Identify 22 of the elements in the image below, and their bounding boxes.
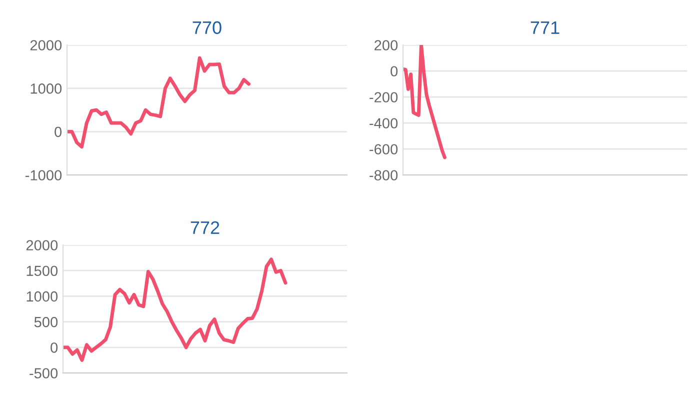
y-tick-label: -400 <box>370 118 398 128</box>
y-tick-label: -800 <box>370 170 398 180</box>
chart-title: 771 <box>530 21 560 34</box>
y-tick-label: 1000 <box>30 83 62 94</box>
chart-title: 772 <box>190 221 220 234</box>
y-tick-label: 1500 <box>26 266 58 276</box>
y-tick-label: 1000 <box>26 291 58 302</box>
y-tick-label: -1000 <box>25 170 62 180</box>
y-tick-label: 200 <box>374 40 398 50</box>
line-series <box>67 56 250 149</box>
y-tick-label: 0 <box>50 342 58 353</box>
y-tick-label: 0 <box>54 126 62 138</box>
line-series <box>63 258 288 362</box>
y-tick-label: -200 <box>370 92 398 102</box>
chart-title: 770 <box>192 21 222 34</box>
y-tick-label: -500 <box>30 368 58 378</box>
y-tick-label: 2000 <box>30 40 62 50</box>
y-tick-label: 2000 <box>26 240 58 250</box>
y-tick-label: -600 <box>370 144 398 154</box>
y-tick-label: 500 <box>34 316 58 328</box>
y-tick-label: 0 <box>390 66 398 76</box>
line-series <box>403 45 446 160</box>
